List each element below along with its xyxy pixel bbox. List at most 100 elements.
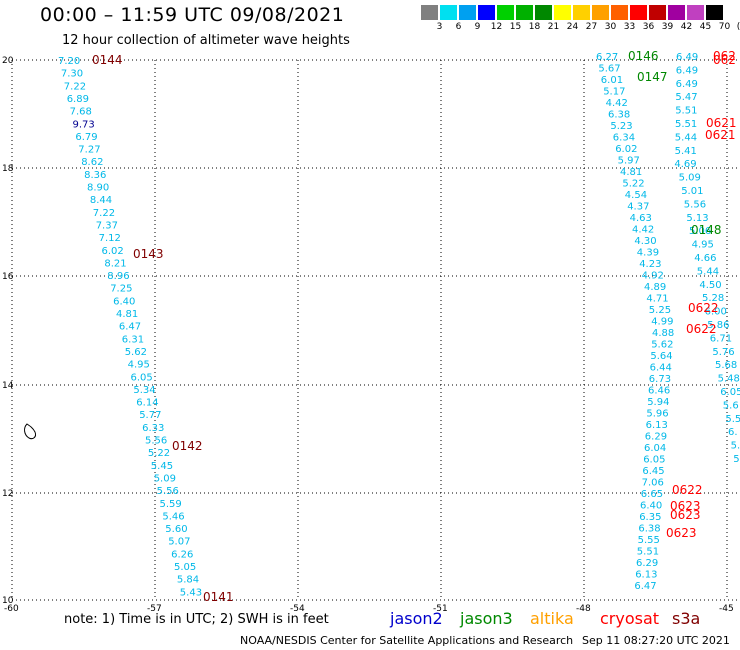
- legend-swatch: [573, 5, 590, 20]
- wave-height-value: 6.04: [644, 443, 666, 454]
- wave-height-value: 4.39: [637, 248, 659, 259]
- legend-swatch: [421, 5, 438, 20]
- time-label: 0147: [637, 70, 668, 84]
- wave-height-value: 5.94: [647, 397, 669, 408]
- wave-height-value: 6.49: [676, 65, 698, 76]
- legend-altika: altika: [530, 609, 574, 628]
- wave-height-value: 5.96: [646, 409, 668, 420]
- legend-cryosat: cryosat: [600, 609, 660, 628]
- legend-label: 45: [699, 22, 712, 32]
- legend-swatch: [440, 5, 457, 20]
- wave-height-value: 7.68: [70, 107, 92, 118]
- map-grid: [11, 59, 740, 601]
- wave-height-value: 6.14: [136, 398, 158, 409]
- time-label: 0143: [133, 247, 164, 261]
- legend-swatch: [611, 5, 628, 20]
- legend-swatch: [478, 5, 495, 20]
- legend-jason3: jason3: [460, 609, 513, 628]
- legend-label: 18: [528, 22, 541, 32]
- wave-height-value: 4.69: [674, 159, 696, 170]
- wave-height-value: 5.48: [718, 374, 740, 385]
- wave-height-value: 6.35: [639, 512, 661, 523]
- wave-height-value: 7.37: [96, 220, 118, 231]
- wave-height-value: 6.38: [608, 110, 630, 121]
- legend-swatch: [630, 5, 647, 20]
- time-label: 0142: [172, 439, 203, 453]
- legend-swatch: [459, 5, 476, 20]
- wave-height-value: 7.06: [642, 478, 664, 489]
- wave-height-value: 6.27: [596, 52, 618, 63]
- wave-height-value: 4.63: [630, 213, 652, 224]
- wave-height-value: 5.22: [148, 448, 170, 459]
- legend-swatch: [687, 5, 704, 20]
- legend-label: 3: [436, 22, 443, 32]
- time-label: 0148: [691, 223, 722, 237]
- wave-height-value: 7.20: [58, 56, 80, 67]
- wave-height-value: 4.89: [644, 282, 666, 293]
- legend-label: 21: [547, 22, 560, 32]
- wave-height-value: 5.05: [174, 562, 196, 573]
- time-label: 062: [713, 53, 736, 67]
- wave-height-value: 4.88: [652, 328, 674, 339]
- wave-height-value: 6.31: [122, 334, 144, 345]
- wave-height-value: 6.49: [676, 52, 698, 63]
- legend-swatch: [535, 5, 552, 20]
- legend-s3a: s3a: [672, 609, 701, 628]
- wave-height-value: 6.71: [710, 333, 732, 344]
- track-right-b: 6.49 6.49 6.49 5.47 5.51 5.51 5.44 5.41 4.69 5.09…: [674, 52, 740, 465]
- wave-height-value: 5.56: [157, 486, 179, 497]
- wave-height-value: 6.02: [102, 246, 124, 257]
- wave-height-value: 5.25: [649, 305, 671, 316]
- wave-height-value: 4.54: [625, 190, 647, 201]
- wave-height-value: 7.25: [110, 284, 132, 295]
- wave-height-value: 5.64: [650, 351, 672, 362]
- wave-height-value: 5.23: [610, 121, 632, 132]
- time-label: 0141: [203, 590, 234, 604]
- wave-height-value: 6.47: [634, 581, 656, 592]
- wave-height-value: 6.45: [642, 466, 664, 477]
- y-tick-label: 12: [2, 489, 13, 499]
- wave-height-value: 6.: [728, 427, 738, 438]
- legend-jason2: jason2: [390, 609, 443, 628]
- wave-height-value: 5.86: [707, 320, 729, 331]
- x-tick-label: -45: [719, 604, 734, 614]
- x-tick-label: -48: [576, 604, 591, 614]
- wave-height-value: 6.00: [705, 307, 727, 318]
- wave-height-value: 5.09: [679, 173, 701, 184]
- wave-height-value: 5.59: [160, 499, 182, 510]
- time-label: 0622: [688, 301, 719, 315]
- credit-text: NOAA/NESDIS Center for Satellite Applica…: [240, 634, 574, 647]
- wave-height-value: 4.95: [692, 240, 714, 251]
- legend-swatch: [706, 5, 723, 20]
- map-subtitle: 12 hour collection of altimeter wave hei…: [62, 33, 350, 48]
- wave-height-value: 4.81: [620, 167, 642, 178]
- wave-height-value: 4.71: [646, 294, 668, 305]
- time-label: 0146: [628, 49, 659, 63]
- wave-height-value: 5.6: [723, 400, 739, 411]
- wave-height-value: 6.01: [601, 75, 623, 86]
- wave-height-value: 4.30: [634, 236, 656, 247]
- wave-height-value: 5.62: [125, 347, 147, 358]
- wave-height-value: 4.50: [699, 280, 721, 291]
- legend-label: 39: [661, 22, 674, 32]
- legend-label: 42: [680, 22, 693, 32]
- wave-height-value: 5.06: [689, 226, 711, 237]
- wave-height-value: 5.68: [715, 360, 737, 371]
- wave-height-value: 6.29: [636, 558, 658, 569]
- x-tick-label: -57: [147, 604, 162, 614]
- legend-swatch: [497, 5, 514, 20]
- legend-swatch: [592, 5, 609, 20]
- wave-height-value: 6.46: [648, 386, 670, 397]
- wave-height-value: 8.21: [104, 258, 126, 269]
- wave-height-value: 5.51: [637, 547, 659, 558]
- legend-label: 24: [566, 22, 579, 32]
- y-tick-label: 18: [2, 164, 14, 174]
- legend-label: 12: [490, 22, 503, 32]
- wave-height-value: 8.90: [87, 183, 109, 194]
- wave-height-value: 5.45: [151, 461, 173, 472]
- time-label: 0623: [666, 526, 697, 540]
- wave-height-value: 5.34: [133, 385, 155, 396]
- wave-height-value: 5.56: [684, 199, 706, 210]
- wave-height-value: 4.42: [632, 225, 654, 236]
